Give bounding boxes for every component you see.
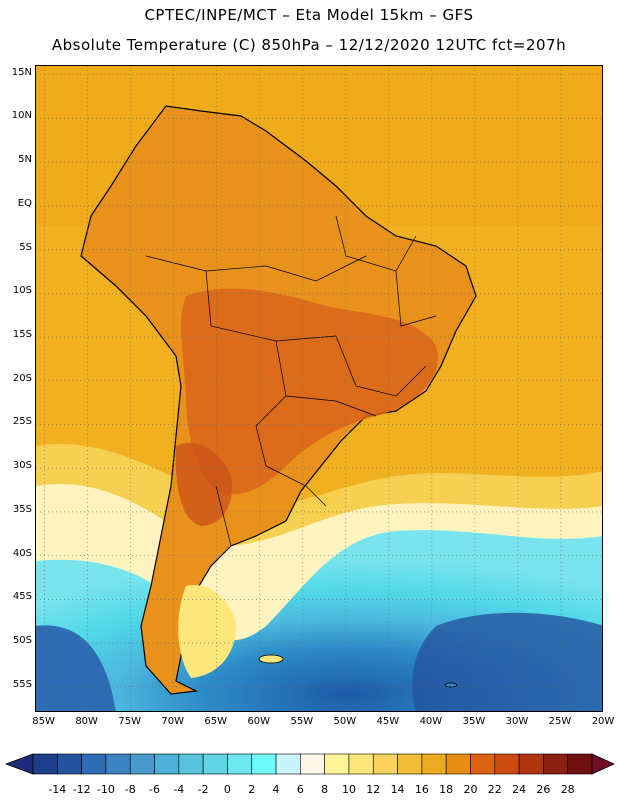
lat-tick-label: 15S <box>12 329 32 341</box>
lon-tick-label: 85W <box>32 716 55 727</box>
legend-swatch <box>227 753 253 775</box>
legend-tick-label: 14 <box>390 783 405 796</box>
lat-tick-label: 35S <box>12 503 32 515</box>
legend-swatch <box>129 753 155 775</box>
color-legend <box>4 753 615 775</box>
legend-tick-label: 0 <box>223 783 231 796</box>
legend-swatch <box>202 753 228 775</box>
title-line-2: Absolute Temperature (C) 850hPa – 12/12/… <box>51 36 567 54</box>
lon-tick-label: 75W <box>118 716 141 727</box>
legend-tick-label: 18 <box>439 783 454 796</box>
legend-swatch <box>324 753 350 775</box>
legend-tick-label: -14 <box>48 783 67 796</box>
legend-tick-label: 4 <box>272 783 280 796</box>
lat-tick-label: 50S <box>12 635 32 647</box>
legend-swatch <box>32 753 58 775</box>
legend-tick-label: 16 <box>414 783 429 796</box>
legend-tick-label: 10 <box>341 783 356 796</box>
legend-tick-label: -2 <box>197 783 209 796</box>
title-line-1: CPTEC/INPE/MCT – Eta Model 15km – GFS <box>144 6 474 24</box>
legend-swatch <box>518 753 544 775</box>
legend-swatch <box>81 753 107 775</box>
falkland-islands <box>258 654 284 664</box>
lat-tick-label: 45S <box>12 591 32 603</box>
lat-lon-grid <box>36 66 602 711</box>
lat-tick-label: EQ <box>17 197 32 209</box>
lon-tick-label: 40W <box>419 716 443 727</box>
lat-tick-label: 15N <box>11 66 32 78</box>
legend-swatch <box>372 753 398 775</box>
lat-tick-label: 5S <box>19 241 32 253</box>
legend-swatch <box>445 753 471 775</box>
lon-tick-label: 50W <box>333 716 357 727</box>
legend-swatch <box>397 753 423 775</box>
legend-tick-label: -12 <box>72 783 91 796</box>
legend-swatch <box>251 753 277 775</box>
legend-tick-label: -10 <box>96 783 115 796</box>
temperature-map[interactable] <box>36 66 603 712</box>
legend-swatch <box>105 753 131 775</box>
lon-tick-label: 80W <box>75 716 98 727</box>
lon-tick-label: 60W <box>247 716 271 727</box>
legend-tick-label: -8 <box>124 783 136 796</box>
lon-tick-label: 20W <box>591 716 615 727</box>
lat-tick-label: 20S <box>12 372 32 384</box>
warm-core-central <box>181 288 438 495</box>
lat-tick-label: 10S <box>12 285 32 297</box>
legend-swatch <box>178 753 204 775</box>
legend-arrow-left <box>4 753 34 775</box>
lon-tick-label: 45W <box>376 716 400 727</box>
lon-tick-label: 70W <box>161 716 184 727</box>
lon-tick-label: 55W <box>290 716 314 727</box>
legend-swatch <box>567 753 593 775</box>
deep-cold-patch-east <box>412 612 602 711</box>
legend-tick-label: 6 <box>296 783 304 796</box>
legend-tick-label: -6 <box>149 783 160 796</box>
legend-tick-label: 26 <box>536 783 551 796</box>
country-borders <box>145 215 437 547</box>
legend-tick-label: 24 <box>512 783 527 796</box>
legend-tick-label: 12 <box>366 783 381 796</box>
lat-tick-label: 25S <box>12 416 32 428</box>
legend-tick-label: 20 <box>463 783 478 796</box>
legend-tick-label: 8 <box>321 783 329 796</box>
map-frame[interactable] <box>35 65 603 712</box>
lat-tick-label: 30S <box>12 460 32 472</box>
lat-tick-label: 10N <box>11 110 32 122</box>
legend-swatch <box>543 753 568 775</box>
legend-swatch <box>300 753 325 775</box>
lat-tick-label: 5N <box>18 154 32 166</box>
lat-tick-label: 40S <box>12 547 32 559</box>
south-georgia <box>444 682 458 688</box>
legend-swatch <box>154 753 180 775</box>
lon-tick-label: 35W <box>462 716 486 727</box>
legend-swatch <box>275 753 301 775</box>
legend-tick-label: 22 <box>487 783 502 796</box>
legend-swatch <box>348 753 374 775</box>
legend-swatch <box>470 753 496 775</box>
warm-core-south <box>175 442 232 526</box>
lon-tick-label: 65W <box>204 716 228 727</box>
deep-cold-patch-west <box>36 625 116 711</box>
legend-arrow-right <box>591 753 615 775</box>
legend-tick-label: 28 <box>560 783 575 796</box>
lat-tick-label: 55S <box>12 678 32 690</box>
legend-swatch <box>421 753 447 775</box>
legend-tick-label: 2 <box>248 783 256 796</box>
lon-tick-label: 30W <box>505 716 529 727</box>
legend-swatch <box>494 753 520 775</box>
legend-tick-label: -4 <box>173 783 185 796</box>
patagonia-cool <box>178 585 236 678</box>
lon-tick-label: 25W <box>548 716 572 727</box>
legend-swatch <box>57 753 82 775</box>
